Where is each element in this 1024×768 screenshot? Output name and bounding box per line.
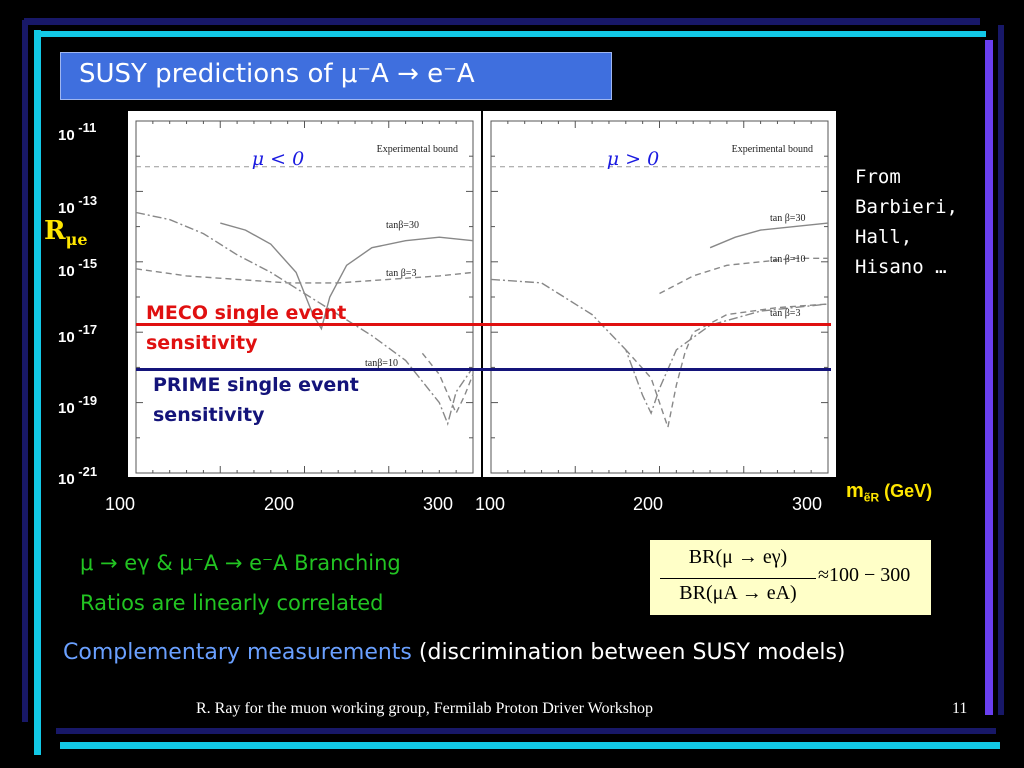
x-tick-left-100: 100 [105,494,136,514]
panel-label: μ < 0 [252,148,304,170]
y-tick-base: 10 [58,263,75,280]
y-axis-label: Rμe [44,216,88,249]
y-tick-exponent: -17 [74,322,98,337]
x-axis-symbol: m [846,480,864,502]
frame-bar-right2 [998,25,1004,715]
series-label: tan β=30 [770,213,805,224]
y-tick-label: 10 -17 [58,322,98,346]
correlation-line2: Ratios are linearly correlated [80,591,384,615]
y-tick-label: 10 -13 [58,193,98,217]
experimental-bound-label: Experimental bound [377,144,458,155]
y-tick-label: 10 -15 [58,256,98,280]
attribution-line: From [855,166,901,188]
title-box: SUSY predictions of μ⁻A → e⁻A [60,52,612,100]
prime-label: PRIME single event sensitivity [153,370,359,430]
formula-numerator: BR(μ → eγ) [688,546,788,568]
x-tick-left-300: 300 [423,494,454,514]
experimental-bound-label: Experimental bound [732,144,813,155]
y-tick-base: 10 [58,200,75,217]
frame-bar-right [985,40,993,715]
y-tick-base: 10 [58,400,75,417]
x-tick-right-100: 100 [475,494,506,514]
plot-frame [490,120,829,474]
series-label: tan β=10 [770,254,805,265]
y-tick-exponent: -15 [74,256,98,271]
prime-label-line2: sensitivity [153,404,265,426]
prime-label-line1: PRIME single event [153,374,359,396]
y-axis-symbol: R [44,216,66,246]
series-line [659,257,828,295]
correlation-text: μ → eγ & μ⁻A → e⁻A Branching Ratios are … [80,543,401,623]
complementary-text: Complementary measurements [63,640,412,665]
series-label: tanβ=30 [386,220,419,231]
attribution-line: Barbieri, [855,196,958,218]
series-label: tanβ=10 [365,358,398,369]
meco-sensitivity-line [136,323,831,326]
series-line [709,222,829,249]
panel-label: μ > 0 [607,148,659,170]
frame-bar-bottom [56,728,996,734]
series-label: tan β=3 [770,308,800,319]
y-tick-exponent: -19 [74,393,98,408]
series-line [625,303,829,430]
x-tick-right-300: 300 [792,494,823,514]
series-line [135,268,474,284]
discrimination-text: (discrimination between SUSY models) [418,640,846,665]
y-axis-subscript: μe [65,230,88,250]
y-tick-base: 10 [58,127,75,144]
formula-denominator: BR(μA → eA) [679,582,797,604]
series-line [421,352,474,415]
chart-panel-right: Experimental bound μ > 0 tan β=30 tan β=10 t… [483,111,836,477]
prime-sensitivity-line [136,368,831,371]
attribution: From Barbieri, Hall, Hisano … [855,162,975,282]
formula-fraction-bar [660,578,816,579]
page-number: 11 [952,700,968,717]
y-tick-label: 10 -21 [58,464,98,488]
series-line [220,222,474,331]
formula-rhs: ≈100 − 300 [818,564,911,586]
x-tick-left-200: 200 [264,494,295,514]
y-tick-exponent: -21 [74,464,98,479]
meco-label-line2: sensitivity [146,332,258,354]
meco-label-line1: MECO single event [146,302,347,324]
y-tick-base: 10 [58,329,75,346]
x-axis-label: mẽR (GeV) [846,480,932,505]
y-tick-exponent: -13 [74,193,98,208]
y-tick-exponent: -11 [74,120,97,135]
series-label: tan β=3 [386,268,416,279]
frame-bar-left-cyan [34,30,41,755]
frame-bar-left [22,20,28,722]
frame-bar-bottom-cyan [60,742,1000,749]
series-line [135,211,474,426]
correlation-line1: μ → eγ & μ⁻A → e⁻A Branching [80,551,401,575]
y-tick-label: 10 -11 [58,120,97,144]
x-axis-subscript: ẽR [863,490,880,505]
x-tick-right-200: 200 [633,494,664,514]
slide-title: SUSY predictions of μ⁻A → e⁻A [79,59,475,89]
chart-mu-negative: Experimental bound μ < 0 tanβ=30 tan β=3 tan… [135,120,474,474]
frame-bar-top-cyan [36,31,986,37]
chart-mu-positive: Experimental bound μ > 0 tan β=30 tan β=10 t… [490,120,829,474]
formula-box: BR(μ → eγ) BR(μA → eA) ≈100 − 300 [650,540,931,615]
footer: R. Ray for the muon working group, Fermi… [196,700,654,717]
y-tick-base: 10 [58,471,75,488]
meco-label: MECO single event sensitivity [146,298,346,358]
frame-bar-top [24,18,980,25]
complementary-line: Complementary measurements (discriminati… [63,640,846,665]
series-line [490,278,829,416]
chart-panel-left: Experimental bound μ < 0 tanβ=30 tan β=3 tan… [128,111,481,477]
attribution-line: Hisano … [855,256,947,278]
y-tick-label: 10 -19 [58,393,98,417]
x-axis-unit: (GeV) [884,481,933,501]
attribution-line: Hall, [855,226,913,248]
